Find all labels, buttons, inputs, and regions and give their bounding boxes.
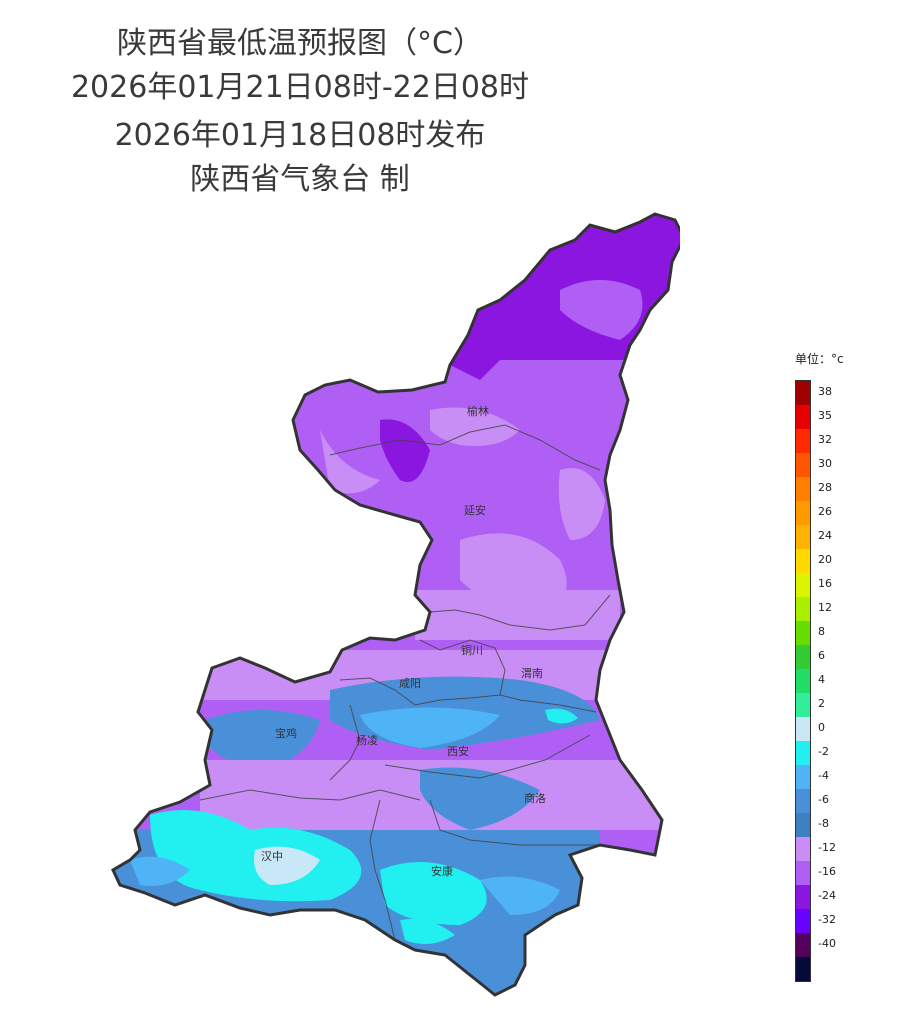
field-hanzhong-warm: [254, 846, 320, 885]
legend-swatch: [796, 453, 810, 477]
legend-label: -40: [818, 937, 836, 950]
field-patch: [320, 430, 380, 494]
city-label-hanzhong: 汉中: [261, 850, 283, 863]
map-title-block: 陕西省最低温预报图（°C） 2026年01月21日08时-22日08时 2026…: [40, 22, 560, 202]
legend-label: -32: [818, 913, 836, 926]
legend-label: 32: [818, 433, 832, 446]
field-patch: [480, 876, 560, 915]
shaanxi-temperature-map: 榆林 延安 铜川 渭南 咸阳 宝鸡 杨凌 西安 商洛 汉中 安康: [111, 212, 680, 997]
legend-label: -24: [818, 889, 836, 902]
legend-label: 28: [818, 481, 832, 494]
field-patch: [420, 767, 540, 830]
legend-swatch: [796, 933, 810, 957]
city-label-baoji: 宝鸡: [275, 726, 297, 740]
field-ankang-basin: [380, 862, 487, 925]
field-patch: [545, 708, 578, 724]
city-label-yulin: 榆林: [467, 404, 489, 418]
city-label-yanan: 延安: [464, 503, 486, 517]
legend-label: -6: [818, 793, 829, 806]
legend-swatch: [796, 909, 810, 933]
legend-label: 8: [818, 625, 825, 638]
legend-swatch: [796, 501, 810, 525]
legend-swatch: [796, 717, 810, 741]
legend-swatch: [796, 669, 810, 693]
legend-label: 0: [818, 721, 825, 734]
legend-label: 2: [818, 697, 825, 710]
legend-swatch: [796, 525, 810, 549]
field-north-cold: [113, 214, 680, 360]
legend-label: -2: [818, 745, 829, 758]
legend-label: 4: [818, 673, 825, 686]
legend-label: 16: [818, 577, 832, 590]
city-label-xianyang: 咸阳: [399, 677, 421, 690]
legend-label: 38: [818, 385, 832, 398]
legend-swatch: [796, 837, 810, 861]
legend-swatch: [796, 405, 810, 429]
legend-swatch: [796, 429, 810, 453]
city-label-tongchuan: 铜川: [461, 643, 483, 657]
map-title: 陕西省最低温预报图（°C）: [117, 26, 483, 61]
city-labels: 榆林 延安 铜川 渭南 咸阳 宝鸡 杨凌 西安 商洛 汉中 安康: [261, 404, 546, 878]
legend-swatch: [796, 957, 810, 981]
issuer: 陕西省气象台 制: [190, 162, 410, 197]
legend-label: -12: [818, 841, 836, 854]
legend-swatch: [796, 741, 810, 765]
forecast-period: 2026年01月21日08时-22日08时: [70, 70, 530, 105]
field-patch: [558, 468, 605, 540]
field-patch: [130, 856, 190, 886]
field-patch: [560, 280, 643, 340]
color-legend: 单位：°c 38 35 32 30 28 26 24 20 16 12 8 6 4 2 0 -2 -4 -6 -8-…: [780, 350, 890, 990]
legend-swatch: [796, 381, 810, 405]
field-baoji: [205, 710, 320, 770]
legend-label: -4: [818, 769, 829, 782]
legend-swatch: [796, 621, 810, 645]
city-label-xian: 西安: [447, 744, 469, 758]
city-label-weinan: 渭南: [521, 667, 543, 680]
legend-swatch: [796, 477, 810, 501]
field-guanzhong-north: [415, 590, 620, 640]
legend-label: -16: [818, 865, 836, 878]
legend-swatch: [796, 573, 810, 597]
legend-label: 6: [818, 649, 825, 662]
field-xian-warm: [360, 707, 500, 748]
legend-label: 30: [818, 457, 832, 470]
legend-swatch: [796, 693, 810, 717]
field-patch: [430, 407, 520, 446]
legend-swatch: [796, 813, 810, 837]
legend-swatch: [796, 549, 810, 573]
legend-swatch: [796, 645, 810, 669]
city-label-ankang: 安康: [431, 864, 453, 878]
temperature-field: [113, 214, 680, 995]
city-label-shangluo: 商洛: [524, 791, 546, 805]
legend-label: 20: [818, 553, 832, 566]
legend-swatch: [796, 765, 810, 789]
legend-unit: 单位：°c: [795, 352, 844, 366]
legend-swatch: [796, 861, 810, 885]
legend-label: 26: [818, 505, 832, 518]
field-patch: [400, 919, 455, 944]
legend-label: 12: [818, 601, 832, 614]
legend-swatch: [796, 885, 810, 909]
legend-label: -8: [818, 817, 829, 830]
city-label-yangling: 杨凌: [356, 733, 378, 747]
field-patch: [380, 419, 430, 482]
legend-label: 24: [818, 529, 832, 542]
legend-label: 35: [818, 409, 832, 422]
legend-color-bar: [795, 380, 811, 982]
legend-swatch: [796, 597, 810, 621]
district-borders: [199, 424, 611, 941]
legend-swatch: [796, 789, 810, 813]
issue-time: 2026年01月18日08时发布: [114, 118, 486, 153]
